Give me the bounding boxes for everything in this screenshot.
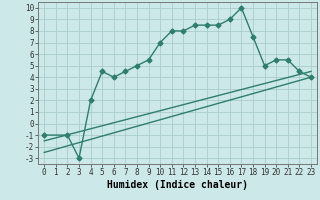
X-axis label: Humidex (Indice chaleur): Humidex (Indice chaleur) (107, 180, 248, 190)
